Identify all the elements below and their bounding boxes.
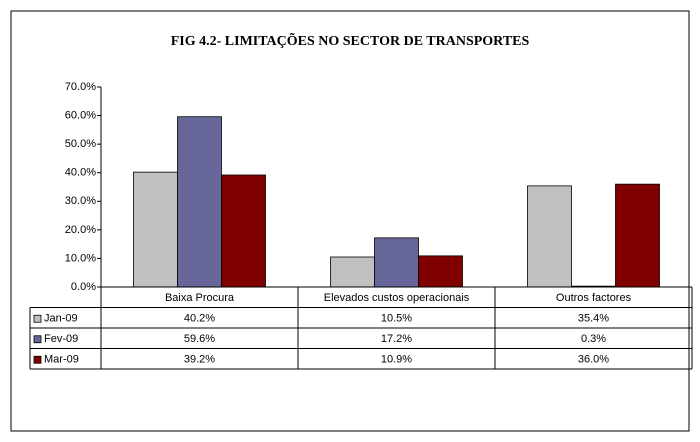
bar [374,237,419,288]
bar [221,174,266,288]
y-tick-label: 70.0% [65,81,96,93]
data-label: 39.2% [184,354,215,366]
x-tick-label: Baixa Procura [165,292,235,304]
data-label: 10.5% [381,313,412,325]
legend-swatch [33,335,42,344]
bar [177,116,222,288]
y-tick-label: 50.0% [65,138,96,150]
data-label: 59.6% [184,333,215,345]
y-tick-label: 30.0% [65,195,96,207]
bar [418,255,463,288]
y-tick-label: 0.0% [71,281,96,293]
legend-label: Jan-09 [44,313,78,325]
legend-swatch [33,355,42,364]
y-tick-label: 40.0% [65,167,96,179]
legend-swatch [33,314,42,323]
bar [133,171,178,288]
y-tick-label: 60.0% [65,109,96,121]
legend-label: Fev-09 [44,333,78,345]
bar [330,256,375,288]
x-tick-label: Elevados custos operacionais [324,292,470,304]
data-label: 10.9% [381,354,412,366]
chart-title: FIG 4.2- LIMITAÇÕES NO SECTOR DE TRANSPO… [171,31,530,49]
y-tick-label: 20.0% [65,224,96,236]
bar [615,183,660,288]
data-label: 40.2% [184,313,215,325]
data-label: 36.0% [578,354,609,366]
data-label: 35.4% [578,313,609,325]
bar [527,185,572,288]
data-label: 17.2% [381,333,412,345]
chart-frame [10,10,690,432]
x-tick-label: Outros factores [556,292,632,304]
y-tick-label: 10.0% [65,252,96,264]
legend-label: Mar-09 [44,354,79,366]
data-label: 0.3% [581,333,606,345]
